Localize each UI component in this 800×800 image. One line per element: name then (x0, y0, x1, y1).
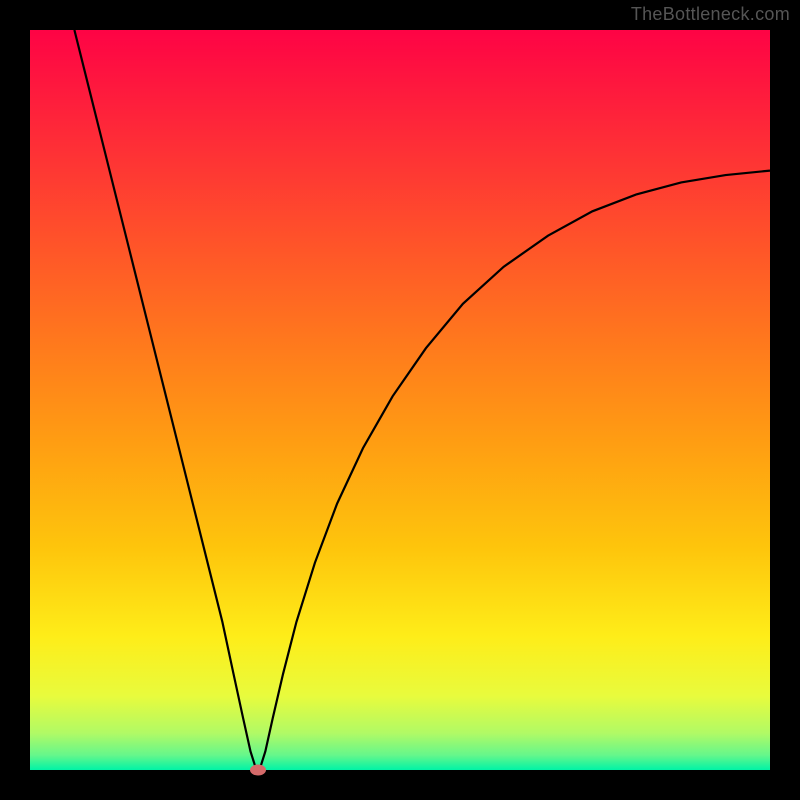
chart-plot-area (30, 30, 770, 770)
minimum-point-marker (250, 765, 266, 776)
bottleneck-curve (30, 30, 770, 770)
watermark-text: TheBottleneck.com (631, 4, 790, 25)
